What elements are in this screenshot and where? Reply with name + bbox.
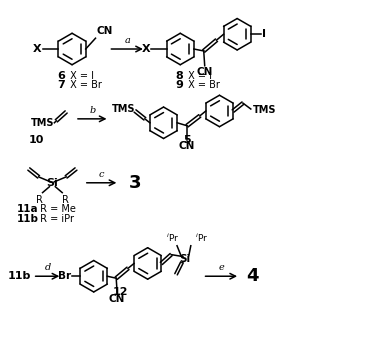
Text: d: d: [44, 263, 51, 272]
Text: X: X: [141, 44, 150, 54]
Text: 6: 6: [57, 71, 65, 81]
Text: Si: Si: [47, 178, 58, 188]
Text: Br: Br: [58, 271, 71, 281]
Text: a: a: [124, 36, 130, 45]
Text: TMS: TMS: [253, 105, 276, 115]
Text: $^i$Pr: $^i$Pr: [167, 232, 180, 244]
Text: X = I: X = I: [67, 71, 94, 81]
Text: 9: 9: [175, 80, 183, 89]
Text: Si: Si: [179, 254, 191, 264]
Text: TMS: TMS: [31, 118, 54, 128]
Text: X: X: [33, 44, 42, 54]
Text: X = I: X = I: [185, 71, 212, 81]
Text: CN: CN: [96, 26, 113, 36]
Text: TMS: TMS: [111, 104, 135, 114]
Text: CN: CN: [109, 294, 125, 304]
Text: 4: 4: [246, 267, 258, 285]
Text: 8: 8: [176, 71, 183, 81]
Text: 5: 5: [183, 135, 191, 144]
Text: 11b: 11b: [17, 214, 39, 224]
Text: CN: CN: [196, 67, 213, 77]
Text: 7: 7: [57, 80, 65, 89]
Text: 3: 3: [129, 174, 142, 192]
Text: 10: 10: [29, 135, 44, 144]
Text: R: R: [62, 194, 69, 205]
Text: R: R: [36, 194, 43, 205]
Text: 12: 12: [113, 287, 129, 297]
Text: I: I: [261, 29, 266, 39]
Text: $^i$Pr: $^i$Pr: [195, 232, 208, 244]
Text: c: c: [99, 170, 104, 179]
Text: b: b: [89, 106, 95, 115]
Text: R = iPr: R = iPr: [36, 214, 74, 224]
Text: 11b: 11b: [8, 271, 31, 281]
Text: 11a: 11a: [17, 204, 38, 215]
Text: X = Br: X = Br: [185, 80, 220, 89]
Text: e: e: [218, 263, 224, 272]
Text: R = Me: R = Me: [36, 204, 76, 215]
Text: CN: CN: [179, 141, 195, 152]
Text: X = Br: X = Br: [67, 80, 102, 89]
